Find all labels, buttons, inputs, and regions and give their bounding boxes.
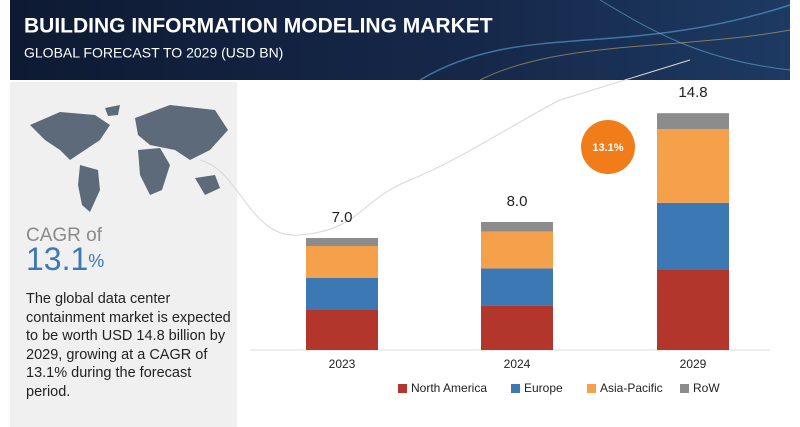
- legend-label: RoW: [693, 381, 720, 395]
- bar-segment: [657, 202, 729, 270]
- legend-label: North America: [411, 381, 487, 395]
- decor: [599, 0, 791, 71]
- cagr-value: 13.1%: [26, 241, 104, 277]
- legend-swatch: [398, 384, 407, 393]
- total-label: 14.8: [678, 84, 707, 101]
- legend-swatch: [511, 384, 520, 393]
- cagr-label: CAGR of: [26, 225, 103, 246]
- cagr-unit: %: [88, 251, 104, 271]
- decor-curve: [199, 59, 691, 236]
- bar-segment: [657, 129, 729, 203]
- bar-segment: [306, 238, 378, 246]
- cagr-badge-text: 13.1%: [592, 142, 623, 154]
- bar-segment: [657, 270, 729, 350]
- decor: [479, 29, 791, 81]
- bar-segment: [481, 305, 553, 350]
- bar-segment: [306, 246, 378, 278]
- bar-segment: [481, 231, 553, 269]
- x-tick-label: 2024: [504, 357, 531, 371]
- bar-segment: [481, 268, 553, 306]
- subtitle: GLOBAL FORECAST TO 2029 (USD BN): [24, 45, 283, 61]
- x-tick-label: 2023: [329, 357, 356, 371]
- legend-label: Asia-Pacific: [600, 381, 663, 395]
- cagr-badge: [581, 120, 635, 174]
- cagr-number: 13.1: [26, 241, 88, 277]
- bar-segment: [306, 278, 378, 310]
- bar-segment: [657, 113, 729, 130]
- description: The global data center containment marke…: [26, 291, 231, 400]
- legend-label: Europe: [524, 381, 563, 395]
- header-bg: [10, 0, 790, 80]
- world-map: [30, 105, 228, 212]
- total-label: 7.0: [332, 209, 353, 226]
- decor: [419, 4, 791, 81]
- x-tick-label: 2029: [680, 357, 707, 371]
- legend-swatch: [680, 384, 689, 393]
- title: BUILDING INFORMATION MODELING MARKET: [24, 15, 493, 38]
- legend-swatch: [587, 384, 596, 393]
- bar-segment: [306, 310, 378, 350]
- total-label: 8.0: [507, 193, 528, 210]
- bar-segment: [481, 222, 553, 232]
